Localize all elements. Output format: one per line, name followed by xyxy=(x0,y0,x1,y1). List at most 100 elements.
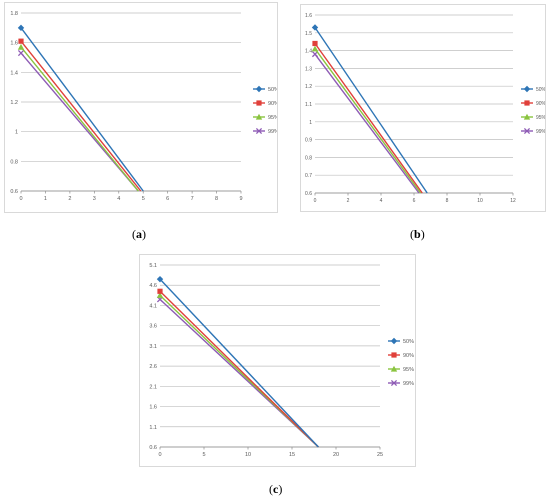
caption-c-letter: c xyxy=(273,482,279,496)
chart-panel-b: 0.6 0.7 0.8 0.9 1 1.1 1.2 1.3 1.4 1.5 1.6 0 2 4 6 8 10 12… xyxy=(300,4,546,212)
chart-b: 0.6 0.7 0.8 0.9 1 1.1 1.2 1.3 1.4 1.5 1.6 0 2 4 6 8 10 12… xyxy=(305,13,545,204)
chart-a-x-tick-label: 5 xyxy=(142,196,145,202)
chart-b-series-line-50% xyxy=(314,27,428,194)
chart-a-data-point-95% xyxy=(17,43,25,50)
chart-b-y-tick-label: 0.8 xyxy=(305,155,312,161)
chart-a-legend-marker-50% xyxy=(255,85,263,93)
chart-b-x-tick-label: 12 xyxy=(510,198,516,204)
chart-b-y-tick-label: 1.6 xyxy=(305,13,312,19)
chart-a-legend-marker-99% xyxy=(255,127,263,135)
chart-b-y-tick-label: 0.7 xyxy=(305,173,312,179)
chart-b-series-line-99% xyxy=(314,53,420,194)
chart-b-x-tick-label: 10 xyxy=(477,198,483,204)
chart-a: 0.6 0.8 1 1.2 1.4 1.6 1.8 0 1 2 3 4 5 6 7 8 9 50% 90% 95% 99… xyxy=(10,11,277,202)
chart-b-x-tick-label: 4 xyxy=(380,198,383,204)
chart-b-y-tick-label: 1.4 xyxy=(305,49,312,55)
chart-a-data-point-50% xyxy=(17,24,25,32)
chart-c-legend-marker-50% xyxy=(390,337,398,345)
chart-panel-c: 0.6 1.1 1.6 2.1 2.6 3.1 3.6 4.1 4.6 5.1 0 5 10 15 20 25… xyxy=(139,254,416,467)
chart-c-x-tick-label: 25 xyxy=(377,452,383,458)
chart-a-y-tick-label: 0.6 xyxy=(10,189,18,195)
chart-a-x-tick-label: 7 xyxy=(191,196,194,202)
caption-c: (c) xyxy=(269,482,283,496)
caption-a-letter: a xyxy=(136,227,142,241)
chart-c-data-point-50% xyxy=(156,275,164,283)
chart-a-y-tick-label: 1.8 xyxy=(10,11,18,17)
chart-a-y-tick-label: 1.2 xyxy=(10,100,18,106)
chart-b-series-line-95% xyxy=(314,48,422,194)
chart-b-legend-marker-99% xyxy=(523,127,531,135)
chart-b-x-tick-label: 0 xyxy=(314,198,317,204)
chart-a-legend-marker-95% xyxy=(255,113,263,120)
chart-a-y-tick-label: 1 xyxy=(15,130,18,136)
chart-a-x-tick-label: 3 xyxy=(93,196,96,202)
chart-c-legend-marker-90% xyxy=(391,352,397,358)
chart-a-series-line-95% xyxy=(20,46,139,192)
chart-b-x-tick-label: 2 xyxy=(347,198,350,204)
chart-a-series-line-50% xyxy=(20,27,144,192)
chart-c-legend-label-90%: 90% xyxy=(403,353,414,359)
chart-b-data-point-99% xyxy=(311,51,319,58)
chart-b-legend-marker-95% xyxy=(523,113,531,120)
chart-b-y-tick-label: 1.2 xyxy=(305,84,312,90)
chart-a-legend-label-99%: 99% xyxy=(268,129,277,135)
chart-b-y-tick-label: 1.5 xyxy=(305,31,312,37)
chart-b-legend-label-95%: 95% xyxy=(536,115,545,121)
chart-c-y-tick-label: 3.1 xyxy=(149,344,157,350)
chart-c-y-tick-label: 4.6 xyxy=(149,283,157,289)
chart-a-y-tick-label: 0.8 xyxy=(10,159,18,165)
chart-c-y-tick-label: 4.1 xyxy=(149,303,157,309)
chart-c-y-tick-label: 1.6 xyxy=(149,405,157,411)
chart-a-legend-label-90%: 90% xyxy=(268,101,277,107)
chart-c: 0.6 1.1 1.6 2.1 2.6 3.1 3.6 4.1 4.6 5.1 0 5 10 15 20 25… xyxy=(149,263,414,458)
chart-c-y-tick-label: 1.1 xyxy=(149,425,157,431)
chart-c-x-tick-label: 20 xyxy=(333,452,339,458)
chart-c-legend-label-99%: 99% xyxy=(403,381,414,387)
chart-c-y-tick-label: 5.1 xyxy=(149,263,157,269)
chart-c-series-line-50% xyxy=(159,278,319,448)
caption-a: (a) xyxy=(132,227,146,241)
chart-c-x-tick-label: 5 xyxy=(202,452,205,458)
chart-b-legend-marker-50% xyxy=(523,85,531,93)
chart-b-y-tick-label: 1 xyxy=(309,120,312,126)
chart-a-y-tick-label: 1.4 xyxy=(10,70,18,76)
chart-c-x-tick-label: 10 xyxy=(245,452,251,458)
chart-a-legend-label-50%: 50% xyxy=(268,87,277,93)
chart-b-x-tick-label: 6 xyxy=(413,198,416,204)
chart-c-y-tick-label: 2.1 xyxy=(149,384,157,390)
chart-c-x-tick-label: 15 xyxy=(289,452,295,458)
chart-b-data-point-50% xyxy=(311,24,319,31)
chart-c-legend-label-50%: 50% xyxy=(403,339,414,345)
chart-b-legend-marker-90% xyxy=(524,100,530,106)
chart-b-series-line-90% xyxy=(314,43,423,194)
chart-c-series-line-90% xyxy=(159,290,319,448)
chart-a-x-tick-label: 0 xyxy=(19,196,22,202)
chart-panel-a: 0.6 0.8 1 1.2 1.4 1.6 1.8 0 1 2 3 4 5 6 7 8 9 50% 90% 95% 99… xyxy=(4,2,278,213)
chart-a-x-tick-label: 6 xyxy=(166,196,169,202)
chart-a-x-tick-label: 8 xyxy=(215,196,218,202)
chart-c-x-tick-label: 0 xyxy=(158,452,161,458)
chart-c-data-point-90% xyxy=(157,288,163,294)
chart-b-y-tick-label: 1.1 xyxy=(305,102,312,108)
chart-a-data-point-99% xyxy=(17,49,25,57)
chart-a-series-line-90% xyxy=(20,40,142,192)
chart-a-data-point-90% xyxy=(18,38,24,44)
chart-c-data-point-95% xyxy=(156,292,164,298)
chart-a-y-tick-label: 1.6 xyxy=(10,41,18,47)
chart-a-x-tick-label: 2 xyxy=(68,196,71,202)
chart-b-y-tick-label: 0.9 xyxy=(305,138,312,144)
chart-b-data-point-95% xyxy=(311,45,319,52)
chart-a-x-tick-label: 1 xyxy=(44,196,47,202)
chart-c-y-tick-label: 0.6 xyxy=(149,445,157,451)
caption-b: (b) xyxy=(410,227,425,241)
chart-a-legend-label-95%: 95% xyxy=(268,115,277,121)
chart-a-x-tick-label: 4 xyxy=(117,196,120,202)
chart-b-x-tick-label: 8 xyxy=(446,198,449,204)
chart-b-y-tick-label: 0.6 xyxy=(305,191,312,197)
chart-b-legend-label-90%: 90% xyxy=(536,101,545,107)
chart-b-y-tick-label: 1.3 xyxy=(305,66,312,72)
caption-b-letter: b xyxy=(414,227,421,241)
chart-c-y-tick-label: 3.6 xyxy=(149,324,157,330)
chart-c-y-tick-label: 2.6 xyxy=(149,364,157,370)
chart-b-data-point-90% xyxy=(312,40,318,47)
